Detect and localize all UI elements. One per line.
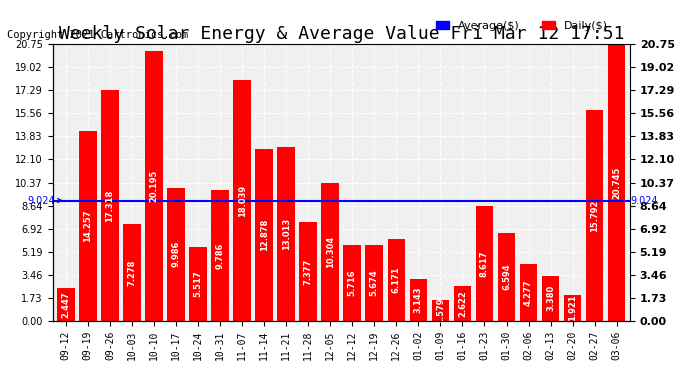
Bar <box>366 245 383 321</box>
Text: 8.617: 8.617 <box>480 250 489 277</box>
Bar <box>520 264 538 321</box>
Bar <box>608 44 626 321</box>
Bar <box>431 300 449 321</box>
Text: 9.786: 9.786 <box>215 243 224 269</box>
Text: 5.517: 5.517 <box>193 271 203 297</box>
Bar <box>475 206 493 321</box>
Text: 14.257: 14.257 <box>83 210 92 242</box>
Title: Weekly Solar Energy & Average Value Fri Mar 12 17:51: Weekly Solar Energy & Average Value Fri … <box>59 24 624 42</box>
Text: 15.792: 15.792 <box>590 200 599 232</box>
Text: 4.277: 4.277 <box>524 279 533 306</box>
Text: 9.024: 9.024 <box>27 195 61 206</box>
Text: 9.986: 9.986 <box>172 241 181 267</box>
Bar <box>145 51 163 321</box>
Bar <box>453 286 471 321</box>
Bar <box>410 279 427 321</box>
Text: 2.622: 2.622 <box>458 290 467 317</box>
Bar <box>388 238 405 321</box>
Text: 10.304: 10.304 <box>326 236 335 268</box>
Text: 5.716: 5.716 <box>348 270 357 296</box>
Bar <box>497 233 515 321</box>
Text: 5.674: 5.674 <box>370 270 379 296</box>
Bar <box>233 80 251 321</box>
Text: 18.039: 18.039 <box>237 184 246 217</box>
Text: 12.878: 12.878 <box>259 219 268 251</box>
Bar <box>586 110 604 321</box>
Bar <box>322 183 339 321</box>
Bar <box>101 90 119 321</box>
Text: 3.380: 3.380 <box>546 285 555 312</box>
Bar <box>344 244 361 321</box>
Text: 9.024: 9.024 <box>630 195 658 206</box>
Text: 3.143: 3.143 <box>414 287 423 313</box>
Bar <box>564 295 582 321</box>
Text: 6.171: 6.171 <box>392 266 401 293</box>
Text: 2.447: 2.447 <box>61 291 70 318</box>
Text: 1.579: 1.579 <box>436 297 445 324</box>
Text: 20.195: 20.195 <box>150 170 159 202</box>
Bar <box>255 149 273 321</box>
Bar <box>542 276 560 321</box>
Bar <box>57 288 75 321</box>
Text: 6.594: 6.594 <box>502 264 511 290</box>
Bar <box>299 222 317 321</box>
Text: 20.745: 20.745 <box>612 166 621 199</box>
Text: 7.377: 7.377 <box>304 259 313 285</box>
Bar <box>277 147 295 321</box>
Text: Copyright 2021 Cartronics.com: Copyright 2021 Cartronics.com <box>7 30 188 39</box>
Bar <box>167 188 185 321</box>
Bar <box>123 224 141 321</box>
Text: 1.921: 1.921 <box>568 295 577 321</box>
Bar <box>189 247 207 321</box>
Text: 7.278: 7.278 <box>128 259 137 285</box>
Bar <box>79 131 97 321</box>
Legend: Average($), Daily($): Average($), Daily($) <box>431 16 613 35</box>
Bar <box>211 190 229 321</box>
Text: 13.013: 13.013 <box>282 218 290 250</box>
Text: 17.318: 17.318 <box>106 189 115 222</box>
